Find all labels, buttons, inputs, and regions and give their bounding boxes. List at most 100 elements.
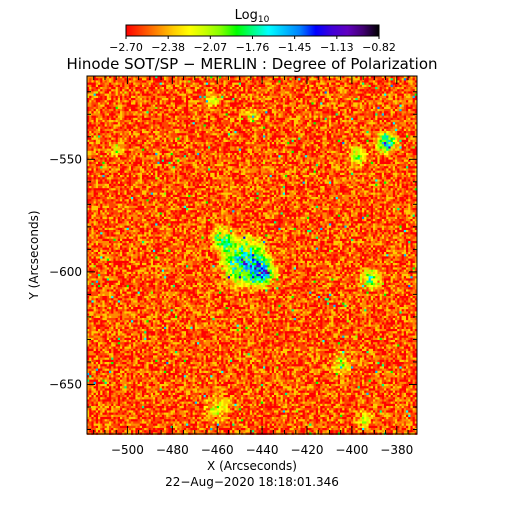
- heatmap-cell: [217, 131, 220, 134]
- heatmap-cell: [190, 118, 193, 121]
- heatmap-cell: [201, 146, 204, 149]
- heatmap-cell: [96, 118, 99, 121]
- heatmap-cell: [373, 80, 376, 83]
- heatmap-cell: [270, 133, 273, 136]
- heatmap-cell: [300, 91, 303, 94]
- heatmap-cell: [188, 113, 191, 116]
- heatmap-cell: [254, 80, 257, 83]
- heatmap-cell: [318, 131, 321, 134]
- heatmap-cell: [248, 89, 251, 92]
- heatmap-cell: [98, 120, 101, 123]
- heatmap-cell: [197, 96, 200, 99]
- heatmap-cell: [388, 98, 391, 101]
- heatmap-cell: [149, 89, 152, 92]
- heatmap-cell: [217, 100, 220, 103]
- heatmap-cell: [177, 91, 180, 94]
- heatmap-cell: [373, 109, 376, 112]
- heatmap-cell: [300, 78, 303, 81]
- heatmap-cell: [162, 78, 165, 81]
- heatmap-cell: [135, 80, 138, 83]
- heatmap-cell: [157, 129, 160, 132]
- heatmap-cell: [329, 102, 332, 105]
- heatmap-cell: [116, 124, 119, 127]
- heatmap-cell: [388, 83, 391, 86]
- heatmap-cell: [406, 83, 409, 86]
- heatmap-cell: [199, 80, 202, 83]
- heatmap-cell: [153, 144, 156, 147]
- heatmap-cell: [397, 78, 400, 81]
- heatmap-cell: [386, 133, 389, 136]
- heatmap-cell: [278, 89, 281, 92]
- heatmap-cell: [355, 105, 358, 108]
- heatmap-cell: [193, 146, 196, 149]
- heatmap-cell: [177, 116, 180, 119]
- heatmap-cell: [353, 133, 356, 136]
- heatmap-cell: [340, 102, 343, 105]
- heatmap-cell: [285, 127, 288, 130]
- heatmap-cell: [256, 107, 259, 110]
- colorbar-tick-label: −1.13: [320, 41, 354, 54]
- heatmap-cell: [252, 124, 255, 127]
- heatmap-cell: [173, 135, 176, 138]
- heatmap-cell: [336, 120, 339, 123]
- heatmap-cell: [177, 133, 180, 136]
- heatmap-cell: [171, 118, 174, 121]
- heatmap-cell: [186, 113, 189, 116]
- heatmap-cell: [397, 102, 400, 105]
- heatmap-cell: [259, 122, 262, 125]
- heatmap-cell: [155, 124, 158, 127]
- heatmap-cell: [322, 118, 325, 121]
- heatmap-cell: [294, 98, 297, 101]
- heatmap-cell: [377, 135, 380, 138]
- heatmap-cell: [171, 105, 174, 108]
- heatmap-cell: [89, 129, 92, 132]
- heatmap-cell: [155, 133, 158, 136]
- heatmap-cell: [215, 133, 218, 136]
- heatmap-cell: [377, 131, 380, 134]
- heatmap-cell: [162, 144, 165, 147]
- heatmap-cell: [261, 131, 264, 134]
- heatmap-cell: [182, 129, 185, 132]
- heatmap-cell: [325, 83, 328, 86]
- heatmap-cell: [193, 144, 196, 147]
- heatmap-cell: [243, 144, 246, 147]
- heatmap-cell: [98, 122, 101, 125]
- heatmap-cell: [201, 91, 204, 94]
- heatmap-cell: [184, 94, 187, 97]
- heatmap-cell: [111, 135, 114, 138]
- heatmap-cell: [243, 138, 246, 141]
- heatmap-cell: [160, 98, 163, 101]
- heatmap-cell: [208, 91, 211, 94]
- heatmap-cell: [212, 100, 215, 103]
- heatmap-cell: [151, 89, 154, 92]
- heatmap-cell: [116, 111, 119, 114]
- heatmap-cell: [347, 105, 350, 108]
- heatmap-cell: [298, 102, 301, 105]
- heatmap-cell: [265, 113, 268, 116]
- heatmap-cell: [314, 116, 317, 119]
- heatmap-cell: [120, 118, 123, 121]
- heatmap-cell: [199, 87, 202, 90]
- heatmap-cell: [406, 144, 409, 147]
- heatmap-cell: [215, 138, 218, 141]
- heatmap-cell: [177, 109, 180, 112]
- heatmap-cell: [371, 78, 374, 81]
- heatmap-cell: [206, 80, 209, 83]
- heatmap-cell: [133, 107, 136, 110]
- heatmap-cell: [265, 87, 268, 90]
- heatmap-cell: [91, 102, 94, 105]
- heatmap-cell: [96, 98, 99, 101]
- heatmap-cell: [208, 140, 211, 143]
- heatmap-cell: [344, 105, 347, 108]
- heatmap-cell: [162, 138, 165, 141]
- heatmap-cell: [395, 94, 398, 97]
- heatmap-cell: [201, 107, 204, 110]
- heatmap-cell: [355, 111, 358, 114]
- heatmap-cell: [333, 129, 336, 132]
- heatmap-cell: [366, 80, 369, 83]
- heatmap-cell: [325, 127, 328, 130]
- heatmap-cell: [116, 122, 119, 125]
- heatmap-cell: [344, 107, 347, 110]
- heatmap-cell: [94, 142, 97, 145]
- heatmap-cell: [307, 96, 310, 99]
